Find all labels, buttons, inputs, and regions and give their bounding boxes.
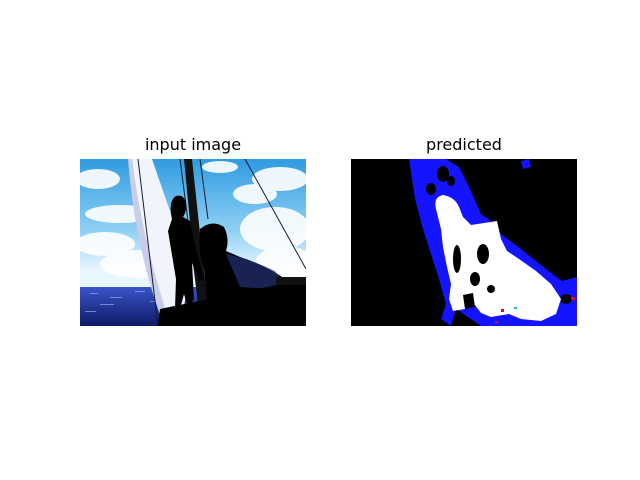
input-image-title: input image bbox=[144, 135, 242, 154]
sailboat-photo bbox=[80, 159, 306, 326]
mask-blue-holes bbox=[426, 166, 572, 326]
rigging bbox=[137, 159, 306, 326]
seated-person-highlight bbox=[226, 254, 285, 289]
mask-red-speck-edge bbox=[571, 297, 575, 300]
mask-white-foreground bbox=[435, 195, 561, 321]
deck-rail bbox=[276, 277, 306, 285]
mast bbox=[184, 159, 210, 326]
predicted-mask bbox=[351, 159, 577, 326]
sail-shadow bbox=[128, 159, 170, 326]
sea-glints bbox=[85, 291, 159, 312]
segmentation-mask bbox=[351, 159, 577, 326]
predicted-title: predicted bbox=[426, 135, 502, 154]
input-image bbox=[80, 159, 306, 326]
mask-red-speck-bottom bbox=[495, 321, 498, 323]
standing-person bbox=[168, 195, 204, 309]
mask-red-speck bbox=[501, 309, 504, 312]
sail bbox=[132, 159, 190, 324]
mask-cyan-speck bbox=[514, 307, 517, 309]
deck bbox=[158, 279, 306, 326]
mask-white-holes bbox=[453, 244, 495, 309]
